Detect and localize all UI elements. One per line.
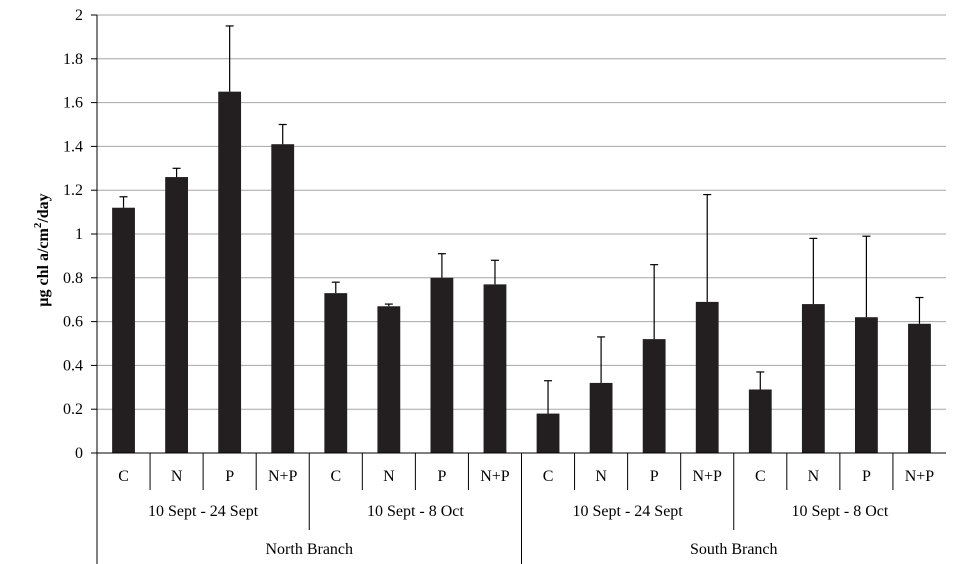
period-label: 10 Sept - 24 Sept — [573, 503, 684, 520]
y-tick-label: 0.2 — [63, 401, 83, 418]
bar — [695, 301, 719, 453]
x-category-label: P — [437, 468, 446, 485]
x-category-label: N — [595, 468, 607, 485]
bar — [854, 317, 878, 453]
axes — [91, 14, 946, 564]
bar — [589, 382, 613, 453]
branch-labels: North Branch South Branch — [265, 541, 777, 558]
period-labels: 10 Sept - 24 Sept 10 Sept - 8 Oct 10 Sept … — [148, 503, 889, 520]
branch-label: South Branch — [690, 541, 778, 558]
y-axis-label-suffix: /day — [35, 193, 52, 223]
x-category-label: N+P — [905, 468, 935, 485]
x-category-label: N — [383, 468, 395, 485]
bar — [801, 304, 825, 453]
bar — [324, 293, 348, 453]
y-tick-label: 1.4 — [63, 138, 83, 155]
x-category-label: N+P — [692, 468, 722, 485]
x-category-labels: C N P N+P C N P N+P C N P N+P C N P N+P — [118, 468, 934, 485]
bar — [112, 207, 135, 453]
y-tick-label: 0.8 — [63, 270, 83, 287]
error-bars — [119, 25, 924, 414]
y-tick-label: 0 — [75, 445, 83, 462]
x-category-label: P — [225, 468, 234, 485]
x-category-label: C — [118, 468, 129, 485]
branch-label: North Branch — [265, 541, 353, 558]
period-label: 10 Sept - 8 Oct — [791, 503, 888, 520]
x-category-label: N — [171, 468, 183, 485]
bar — [642, 339, 666, 453]
period-label: 10 Sept - 24 Sept — [148, 503, 259, 520]
bar — [908, 323, 931, 453]
x-category-label: C — [755, 468, 766, 485]
y-tick-label: 1.8 — [63, 51, 83, 68]
x-category-label: N+P — [480, 468, 510, 485]
y-tick-labels: 0 0.2 0.4 0.6 0.8 1 1.2 1.4 1.6 1.8 2 — [63, 7, 83, 462]
bar — [218, 91, 242, 454]
bar — [377, 306, 401, 453]
bar — [430, 277, 454, 453]
y-tick-label: 1.2 — [63, 182, 83, 199]
y-tick-label: 2 — [75, 7, 83, 24]
period-label: 10 Sept - 8 Oct — [367, 503, 464, 520]
y-tick-label: 0.6 — [63, 314, 83, 331]
bar — [748, 389, 772, 453]
y-tick-label: 0.4 — [63, 357, 83, 374]
bar — [483, 284, 507, 453]
y-axis-label-superscript: 2 — [32, 222, 44, 228]
x-category-label: P — [650, 468, 659, 485]
bar — [271, 144, 295, 453]
x-category-label: N+P — [268, 468, 298, 485]
y-tick-label: 1.6 — [63, 95, 83, 112]
bars — [112, 91, 931, 454]
x-category-label: C — [330, 468, 341, 485]
y-axis-label-main: µg chl a/cm — [35, 227, 52, 306]
x-category-label: P — [862, 468, 871, 485]
x-category-label: N — [808, 468, 820, 485]
y-axis-label: µg chl a/cm2/day — [32, 193, 52, 306]
bar — [165, 177, 189, 453]
bar — [536, 413, 560, 453]
y-tick-label: 1 — [75, 226, 83, 243]
x-category-label: C — [543, 468, 554, 485]
